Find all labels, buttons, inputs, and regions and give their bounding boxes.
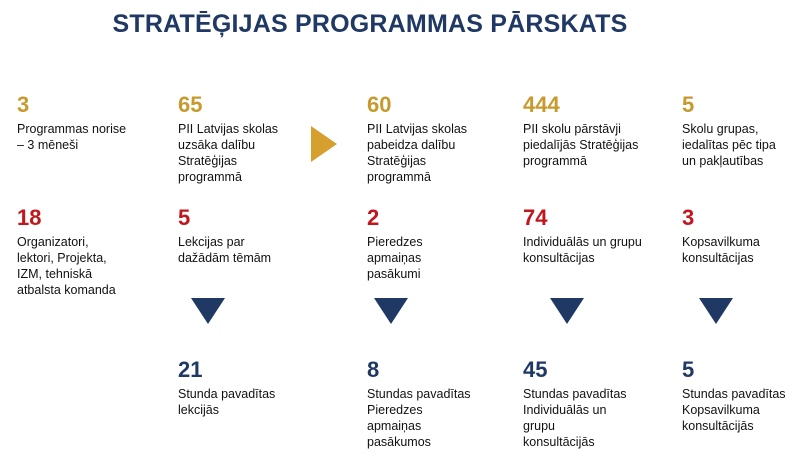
down-arrow-icon xyxy=(550,298,584,324)
stat-value: 3 xyxy=(17,92,30,117)
down-arrow-icon xyxy=(699,298,733,324)
stat-description: Individuālās un grupu konsultācijas xyxy=(523,235,642,265)
stat-organizers: 18 Organizatori, lektori, Projekta, IZM,… xyxy=(17,206,147,298)
stat-consultations: 74 Individuālās un grupu konsultācijas xyxy=(523,206,663,266)
stat-description: Kopsavilkuma konsultācijas xyxy=(682,235,760,265)
stat-value: 74 xyxy=(523,205,548,230)
stat-summary-hours: 5 Stundas pavadītas Kopsavilkuma konsult… xyxy=(682,358,797,434)
stat-value: 18 xyxy=(17,205,42,230)
stat-schools-finished: 60 PII Latvijas skolas pabeidza dalību S… xyxy=(367,93,497,185)
down-arrow-icon xyxy=(374,298,408,324)
stat-value: 2 xyxy=(367,205,380,230)
stat-value: 444 xyxy=(523,92,560,117)
stat-value: 60 xyxy=(367,92,392,117)
stat-value: 5 xyxy=(682,92,695,117)
down-arrow-icon xyxy=(191,298,225,324)
stat-value: 8 xyxy=(367,357,380,382)
stat-description: Stundas pavadītas Kopsavilkuma konsultāc… xyxy=(682,387,786,433)
right-arrow-icon xyxy=(311,126,337,162)
stat-value: 45 xyxy=(523,357,548,382)
stat-description: Pieredzes apmaiņas pasākumi xyxy=(367,235,423,281)
page-title: STRATĒĢIJAS PROGRAMMAS PĀRSKATS xyxy=(112,10,628,38)
stat-description: Stunda pavadītas lekcijās xyxy=(178,387,276,417)
stat-experience-events: 2 Pieredzes apmaiņas pasākumi xyxy=(367,206,497,282)
stat-lectures: 5 Lekcijas par dažādām tēmām xyxy=(178,206,308,266)
stat-description: Stundas pavadītas Individuālās un grupu … xyxy=(523,387,627,449)
stat-value: 3 xyxy=(682,205,695,230)
stat-school-groups: 5 Skolu grupas, iedalītas pēc tipa un pa… xyxy=(682,93,797,169)
stat-lecture-hours: 21 Stunda pavadītas lekcijās xyxy=(178,358,308,418)
stat-description: Lekcijas par dažādām tēmām xyxy=(178,235,272,265)
stat-consultation-hours: 45 Stundas pavadītas Individuālās un gru… xyxy=(523,358,663,450)
stat-summary-consultations: 3 Kopsavilkuma konsultācijas xyxy=(682,206,797,266)
stat-value: 5 xyxy=(178,205,191,230)
stat-experience-hours: 8 Stundas pavadītas Pieredzes apmaiņas p… xyxy=(367,358,497,450)
stat-description: Organizatori, lektori, Projekta, IZM, te… xyxy=(17,235,116,297)
stat-description: PII Latvijas skolas pabeidza dalību Stra… xyxy=(367,122,468,184)
stat-value: 65 xyxy=(178,92,203,117)
stat-description: Skolu grupas, iedalītas pēc tipa un pakļ… xyxy=(682,122,776,168)
stat-description: PII Latvijas skolas uzsāka dalību Stratē… xyxy=(178,122,279,184)
stat-school-representatives: 444 PII skolu pārstāvji piedalījās Strat… xyxy=(523,93,663,169)
stat-description: PII skolu pārstāvji piedalījās Stratēģij… xyxy=(523,122,639,168)
stat-program-duration: 3 Programmas norise – 3 mēneši xyxy=(17,93,147,153)
stat-value: 21 xyxy=(178,357,203,382)
stat-description: Programmas norise – 3 mēneši xyxy=(17,122,127,152)
stat-description: Stundas pavadītas Pieredzes apmaiņas pas… xyxy=(367,387,471,449)
stat-schools-started: 65 PII Latvijas skolas uzsāka dalību Str… xyxy=(178,93,308,185)
stat-value: 5 xyxy=(682,357,695,382)
